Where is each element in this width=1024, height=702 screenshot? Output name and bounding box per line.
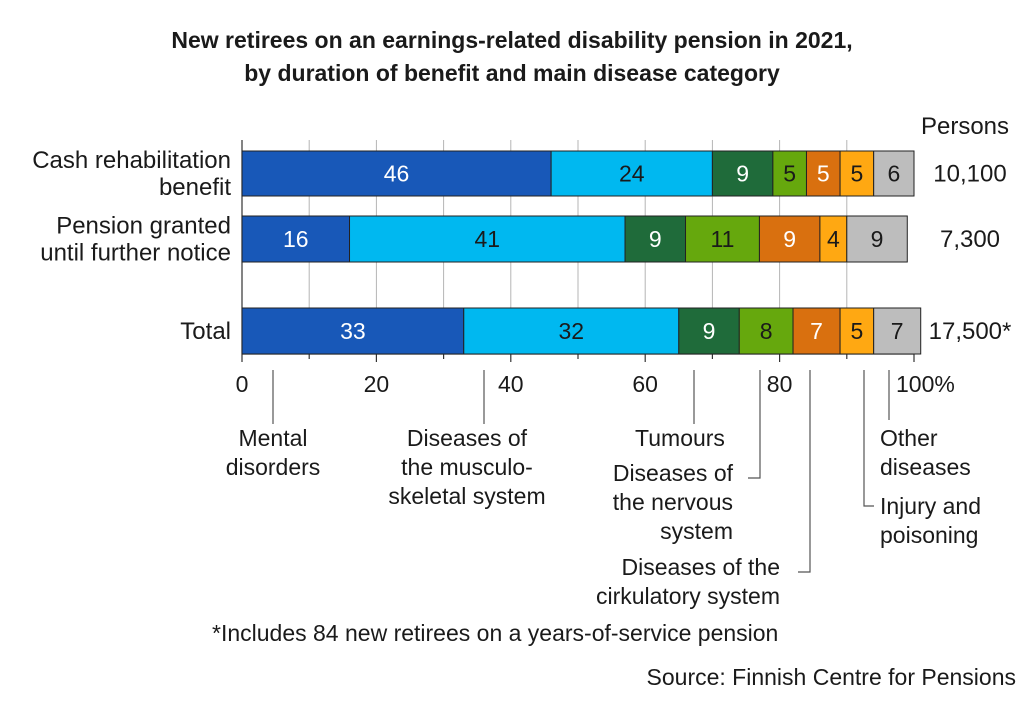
category-label: Pension granted	[56, 213, 231, 240]
series-annotation-label: Other	[880, 425, 938, 451]
bar-segment	[550, 150, 713, 197]
series-annotation-label: the nervous	[613, 489, 733, 515]
bar-value-label: 16	[283, 226, 309, 252]
annotation-connector	[863, 370, 874, 507]
series-annotation-label: Diseases of the	[621, 554, 780, 580]
bar-value-label: 6	[887, 161, 900, 187]
persons-value: 17,500*	[929, 318, 1012, 345]
source-note: Source: Finnish Centre for Pensions	[646, 664, 1016, 690]
bar-segment	[685, 215, 760, 263]
x-tick-label: 100%	[896, 371, 955, 397]
series-annotation-label: Diseases of	[613, 460, 734, 486]
persons-value: 10,100	[933, 161, 1006, 188]
series-annotation-label: Diseases of	[407, 425, 528, 451]
bar-segment	[839, 307, 875, 355]
bar-value-label: 46	[384, 161, 410, 187]
series-annotation-label: diseases	[880, 454, 971, 480]
footnote: *Includes 84 new retirees on a years-of-…	[212, 620, 779, 646]
x-tick-label: 80	[767, 371, 793, 397]
bar-segment	[738, 307, 794, 355]
bar-value-label: 24	[619, 161, 645, 187]
bar-value-label: 5	[783, 161, 796, 187]
chart-title-line-2: by duration of benefit and main disease …	[244, 60, 780, 86]
bar-value-label: 8	[760, 318, 773, 344]
series-annotation-label: skeletal system	[388, 483, 545, 509]
bar-segment	[711, 150, 774, 197]
bar-segment	[839, 150, 875, 197]
annotation-connector	[748, 370, 761, 479]
bar-segment	[805, 150, 841, 197]
bar-value-label: 9	[703, 318, 716, 344]
bar-value-label: 5	[817, 161, 830, 187]
bar-segment	[463, 307, 680, 355]
bar-segment	[873, 150, 915, 197]
bar-value-label: 5	[850, 161, 863, 187]
bar-segment	[678, 307, 740, 355]
bar-segment	[846, 215, 908, 263]
persons-value: 7,300	[940, 226, 1000, 253]
bar-value-label: 32	[558, 318, 584, 344]
bar-value-label: 4	[827, 226, 840, 252]
x-tick-label: 0	[236, 371, 249, 397]
bar-value-label: 11	[711, 226, 735, 252]
bar-segment	[349, 215, 626, 263]
bar-value-label: 7	[891, 318, 904, 344]
bar-value-label: 9	[649, 226, 662, 252]
bar-value-label: 9	[783, 226, 796, 252]
bar-value-label: 5	[850, 318, 863, 344]
bar-segment	[241, 215, 351, 263]
bar-value-label: 41	[474, 226, 500, 252]
series-annotation-label: Tumours	[635, 425, 725, 451]
bar-value-label: 9	[736, 161, 749, 187]
series-annotation-label: Mental	[238, 425, 307, 451]
bar-segment	[772, 150, 807, 197]
series-annotation-label: the musculo-	[401, 454, 533, 480]
category-label: benefit	[159, 174, 231, 201]
persons-header: Persons	[921, 113, 1009, 140]
series-annotation-label: system	[660, 518, 733, 544]
x-tick-label: 40	[498, 371, 524, 397]
bar-value-label: 7	[810, 318, 823, 344]
annotation-connector	[798, 370, 811, 573]
category-label: Cash rehabilitation	[32, 147, 231, 174]
chart-title: New retirees on an earnings-related disa…	[0, 24, 1024, 90]
bar-segment	[241, 150, 552, 197]
bar-value-label: 33	[340, 318, 366, 344]
x-tick-label: 60	[632, 371, 658, 397]
series-annotation-label: disorders	[226, 454, 321, 480]
series-annotation-label: poisoning	[880, 522, 978, 548]
series-annotation-label: Injury and	[880, 493, 981, 519]
category-label: until further notice	[40, 240, 231, 267]
chart-title-line-1: New retirees on an earnings-related disa…	[171, 27, 853, 53]
bar-value-label: 9	[871, 226, 884, 252]
bar-segment	[873, 307, 922, 355]
bar-segment	[758, 215, 821, 263]
bar-segment	[241, 307, 465, 355]
bar-segment	[624, 215, 687, 263]
x-tick-label: 20	[364, 371, 390, 397]
category-label: Total	[180, 318, 231, 345]
series-annotation-label: cirkulatory system	[596, 583, 780, 609]
